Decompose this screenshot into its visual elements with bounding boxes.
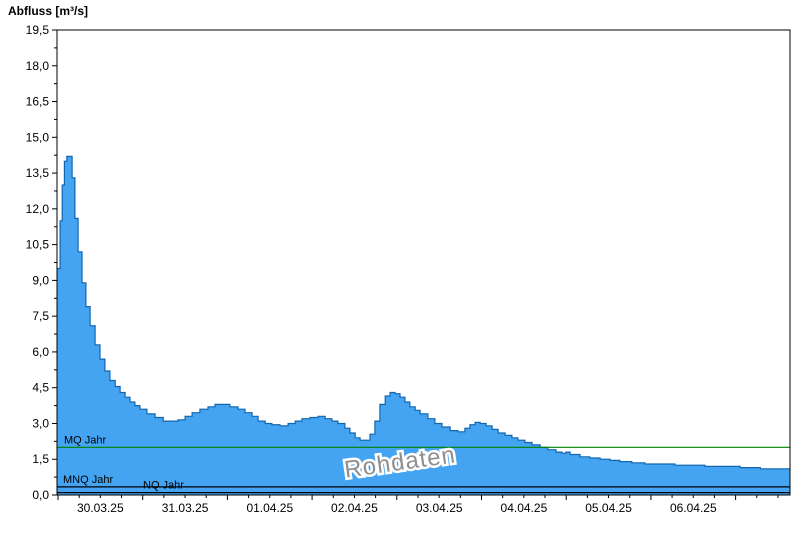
ref-line-label: MQ Jahr [64,434,107,446]
y-tick-label: 10,5 [26,238,50,252]
x-tick-label: 02.04.25 [331,501,378,515]
ref-line-label: MNQ Jahr [63,474,113,486]
x-axis: 30.03.25 31.03.25 01.04.25 02.04.25 03.04.25… [57,495,779,515]
y-tick-label: 4,5 [32,381,49,395]
chart-title: Abfluss [m³/s] [8,4,89,18]
y-tick-label: 19,5 [26,23,50,37]
y-tick-label: 3,0 [32,417,49,431]
x-tick-label: 06.04.25 [670,501,717,515]
y-axis: 0,0 1,5 3,0 4,5 6,0 7,5 9,0 10,5 12,0 13,5 15,0 16,… [26,23,57,502]
reference-lines: MQ Jahr MNQ Jahr NQ Jahr [57,434,790,494]
y-tick-label: 12,0 [26,202,50,216]
y-tick-label: 13,5 [26,166,50,180]
y-tick-label: 16,5 [26,95,50,109]
x-tick-label: 30.03.25 [77,501,124,515]
y-tick-label: 18,0 [26,59,50,73]
y-tick-label: 6,0 [32,345,49,359]
area-series [57,155,791,495]
x-tick-label: 31.03.25 [162,501,209,515]
x-tick-label: 03.04.25 [416,501,463,515]
y-tick-label: 9,0 [32,273,49,287]
x-tick-label: 05.04.25 [585,501,632,515]
x-tick-label: 04.04.25 [501,501,548,515]
y-tick-label: 0,0 [32,488,49,502]
y-tick-label: 7,5 [32,309,49,323]
x-tick-label: 01.04.25 [246,501,293,515]
y-tick-label: 1,5 [32,452,49,466]
y-tick-label: 15,0 [26,130,50,144]
ref-line-label: NQ Jahr [143,480,184,492]
